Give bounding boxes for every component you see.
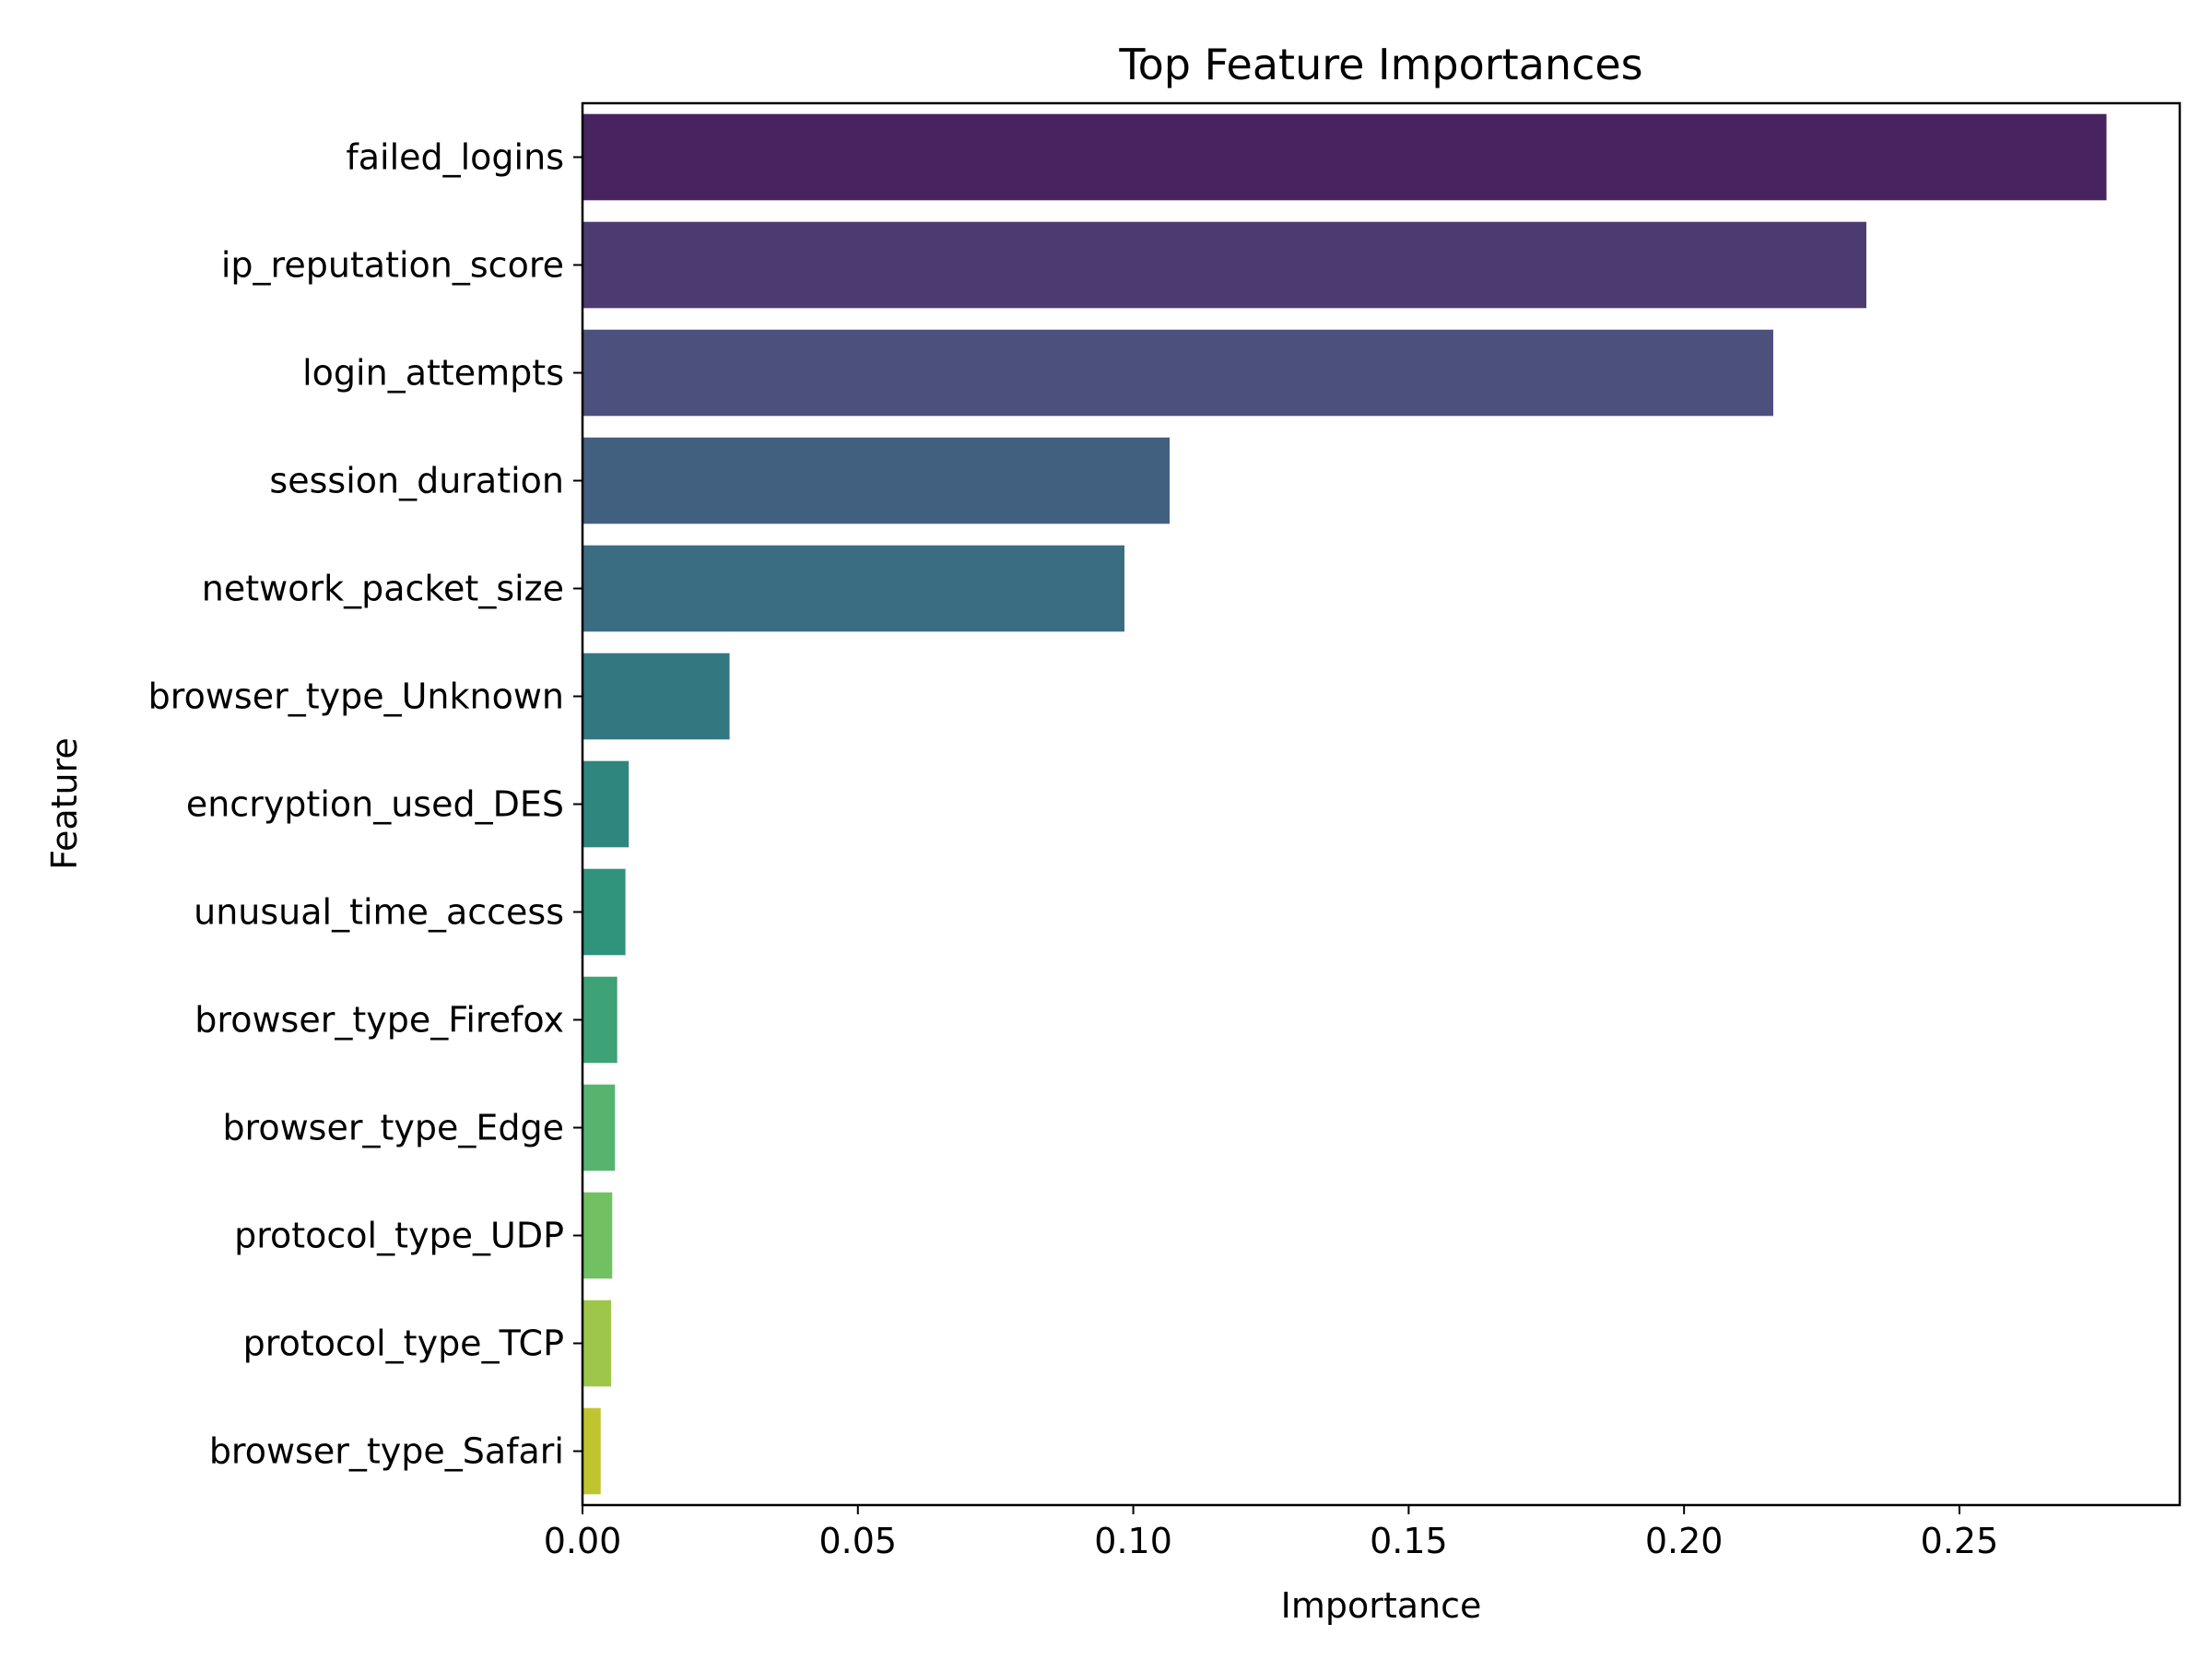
- x-tick-label: 0.00: [544, 1521, 622, 1561]
- x-tick-label: 0.10: [1094, 1521, 1172, 1561]
- bar-unusual_time_access: [582, 868, 626, 956]
- y-tick-label: browser_type_Firefox: [194, 1000, 564, 1041]
- y-tick-label: browser_type_Safari: [209, 1431, 564, 1472]
- bar-protocol_type_TCP: [582, 1300, 612, 1387]
- y-tick-label: ip_reputation_score: [221, 245, 564, 286]
- bar-browser_type_Unknown: [582, 653, 730, 740]
- y-tick-label: protocol_type_TCP: [243, 1324, 564, 1364]
- chart-title: Top Feature Importances: [1118, 40, 1642, 89]
- y-axis-label: Feature: [44, 737, 85, 870]
- y-tick-label: unusual_time_access: [194, 892, 564, 933]
- bars-layer: [582, 113, 2107, 1495]
- y-tick-label: browser_type_Unknown: [148, 677, 564, 717]
- bar-session_duration: [582, 437, 1171, 524]
- y-tick-label: login_attempts: [302, 353, 564, 394]
- bar-browser_type_Firefox: [582, 976, 618, 1064]
- x-tick-label: 0.20: [1645, 1521, 1724, 1561]
- bar-browser_type_Safari: [582, 1407, 601, 1495]
- x-axis-label: Importance: [1281, 1585, 1482, 1626]
- y-tick-label: session_duration: [269, 461, 564, 501]
- x-tick-label: 0.25: [1921, 1521, 1999, 1561]
- y-tick-label: browser_type_Edge: [222, 1108, 564, 1148]
- bar-network_packet_size: [582, 545, 1125, 632]
- y-tick-label: failed_logins: [346, 137, 564, 178]
- bar-encryption_used_DES: [582, 760, 629, 848]
- x-tick-label: 0.05: [818, 1521, 897, 1561]
- y-tick-label: network_packet_size: [202, 569, 564, 609]
- bar-login_attempts: [582, 329, 1773, 417]
- bar-protocol_type_UDP: [582, 1192, 613, 1279]
- x-axis-ticks: 0.00 0.05 0.10 0.15 0.20 0.25: [544, 1505, 1999, 1561]
- y-tick-label: protocol_type_UDP: [234, 1216, 564, 1256]
- y-axis-ticks: failed_logins ip_reputation_score login_at…: [148, 137, 582, 1472]
- bar-browser_type_Edge: [582, 1084, 616, 1171]
- x-tick-label: 0.15: [1370, 1521, 1448, 1561]
- bar-failed_logins: [582, 113, 2107, 201]
- bar-ip_reputation_score: [582, 221, 1866, 309]
- y-tick-label: encryption_used_DES: [186, 784, 564, 825]
